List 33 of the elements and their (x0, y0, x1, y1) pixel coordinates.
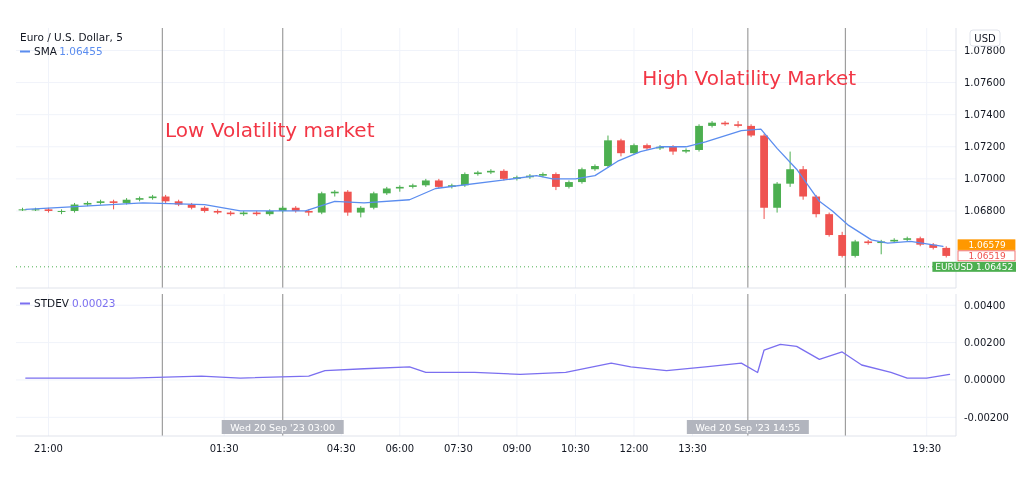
y-tick-label: 1.07000 (964, 173, 1006, 185)
annotation: High Volatility Market (642, 66, 857, 91)
x-tick-label: 12:00 (619, 443, 649, 454)
text: 1.06579 (968, 240, 1006, 251)
annotation: 0.00023 (72, 297, 116, 309)
y-tick-label: 1.07400 (964, 109, 1006, 121)
y-tick-label: 1.07200 (964, 141, 1006, 153)
annotation: Low Volatility market (165, 118, 375, 143)
x-tick-label: 10:30 (561, 443, 590, 454)
x-tick-label: 21:00 (34, 443, 63, 454)
y-tick-label: 0.00200 (964, 337, 1006, 349)
ref-line-label: Wed 20 Sep '23 14:55 (695, 421, 801, 433)
x-tick-label: 13:30 (678, 443, 707, 454)
ref-line-label: Wed 20 Sep '23 03:00 (230, 421, 336, 433)
x-tick-label: 09:00 (502, 443, 532, 454)
y-tick-label: 0.00000 (964, 374, 1006, 386)
annotation: 1.06455 (59, 45, 103, 57)
chart-title: Euro / U.S. Dollar, 5 (20, 31, 123, 43)
y-tick-label: -0.00200 (964, 411, 1009, 423)
y-tick-label: 1.07800 (964, 44, 1006, 56)
y-tick-label: 0.00400 (964, 299, 1006, 311)
text: 1.06519 (968, 251, 1006, 262)
x-tick-label: 07:30 (443, 443, 473, 454)
ref-line-label: EURUSD 1.06452 (935, 262, 1014, 273)
legend-label: STDEV (34, 297, 70, 309)
x-tick-label: 19:30 (912, 443, 942, 454)
text: USD (974, 33, 996, 44)
x-tick-label: 01:30 (209, 443, 239, 454)
x-tick-label: 04:30 (326, 443, 356, 454)
x-tick-label: 06:00 (385, 443, 415, 454)
y-tick-label: 1.07600 (964, 77, 1006, 89)
legend-label: SMA (34, 45, 58, 57)
y-tick-label: 1.06800 (964, 205, 1006, 217)
